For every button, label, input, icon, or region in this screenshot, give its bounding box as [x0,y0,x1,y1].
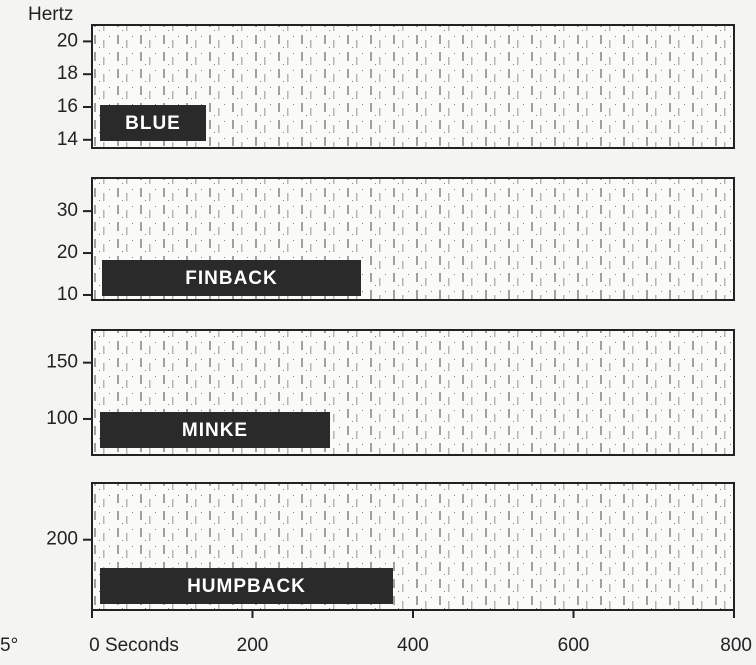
species-label-box [102,260,361,296]
species-label: HUMPBACK [187,576,306,597]
x-tick-label: 600 [558,635,590,656]
x-tick-label: 400 [397,635,429,656]
species-label: BLUE [125,113,181,134]
y-tick-label: 10 [57,284,78,305]
margin-text: 5° [0,635,18,656]
y-tick-label: 100 [46,408,78,429]
y-tick-label: 14 [57,129,79,150]
y-tick-label: 16 [57,96,78,117]
y-tick-label: 30 [57,200,78,221]
species-label: FINBACK [185,268,278,289]
y-tick-label: 20 [57,242,78,263]
species-label-box [100,412,330,448]
species-label-box [100,568,393,604]
x-tick-label: 200 [237,635,269,656]
y-tick-label: 18 [57,63,78,84]
species-label: MINKE [182,420,248,441]
x-tick-label: 800 [720,635,752,656]
y-tick-label: 150 [46,352,78,373]
y-tick-label: 200 [46,529,78,550]
species-label-box [100,105,206,141]
y-tick-label: 20 [57,30,78,51]
x-tick-label: 0 Seconds [89,635,179,656]
y-axis-label: Hertz [28,4,73,25]
